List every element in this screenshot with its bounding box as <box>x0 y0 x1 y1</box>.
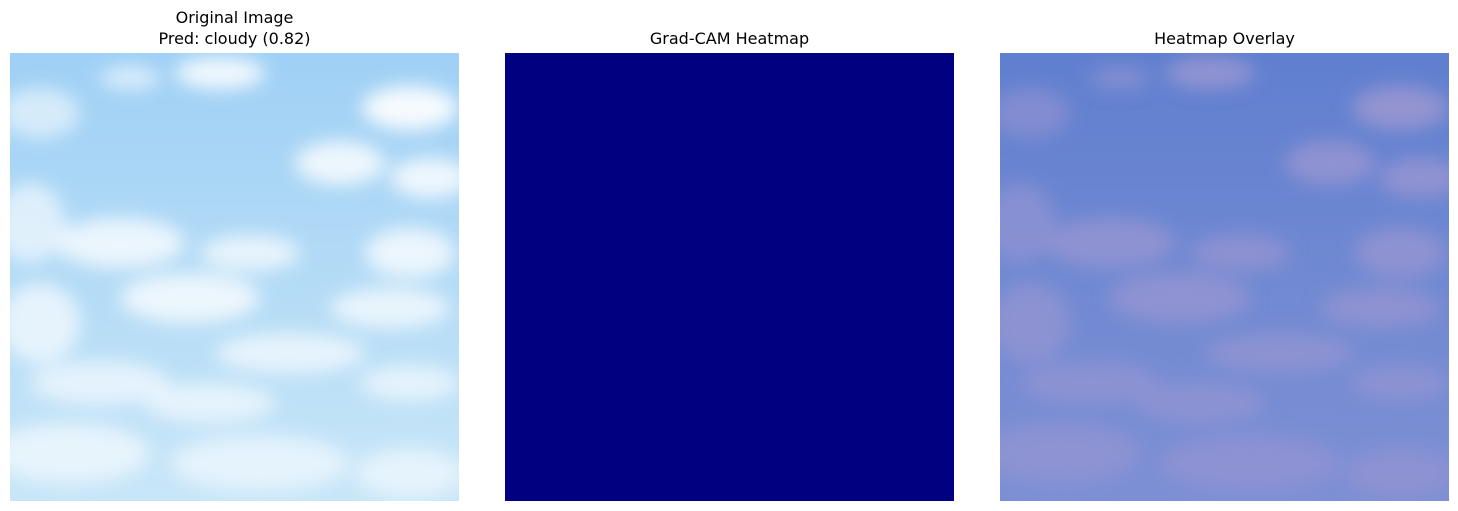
overlay-image <box>1000 53 1449 501</box>
heatmap-overlay-panel <box>1000 53 1449 501</box>
overlay-title: Heatmap Overlay <box>1154 29 1295 48</box>
original-image-title-text: Original Image <box>175 8 294 27</box>
original-image-panel <box>10 53 459 501</box>
original-image-title: Original Image Pred: cloudy (0.82) <box>10 7 459 49</box>
gradcam-heatmap-panel <box>505 53 954 501</box>
sky-photo <box>10 53 459 501</box>
gradcam-heatmap <box>505 53 954 501</box>
prediction-label: Pred: cloudy (0.82) <box>158 29 311 48</box>
heatmap-title: Grad-CAM Heatmap <box>649 29 810 48</box>
